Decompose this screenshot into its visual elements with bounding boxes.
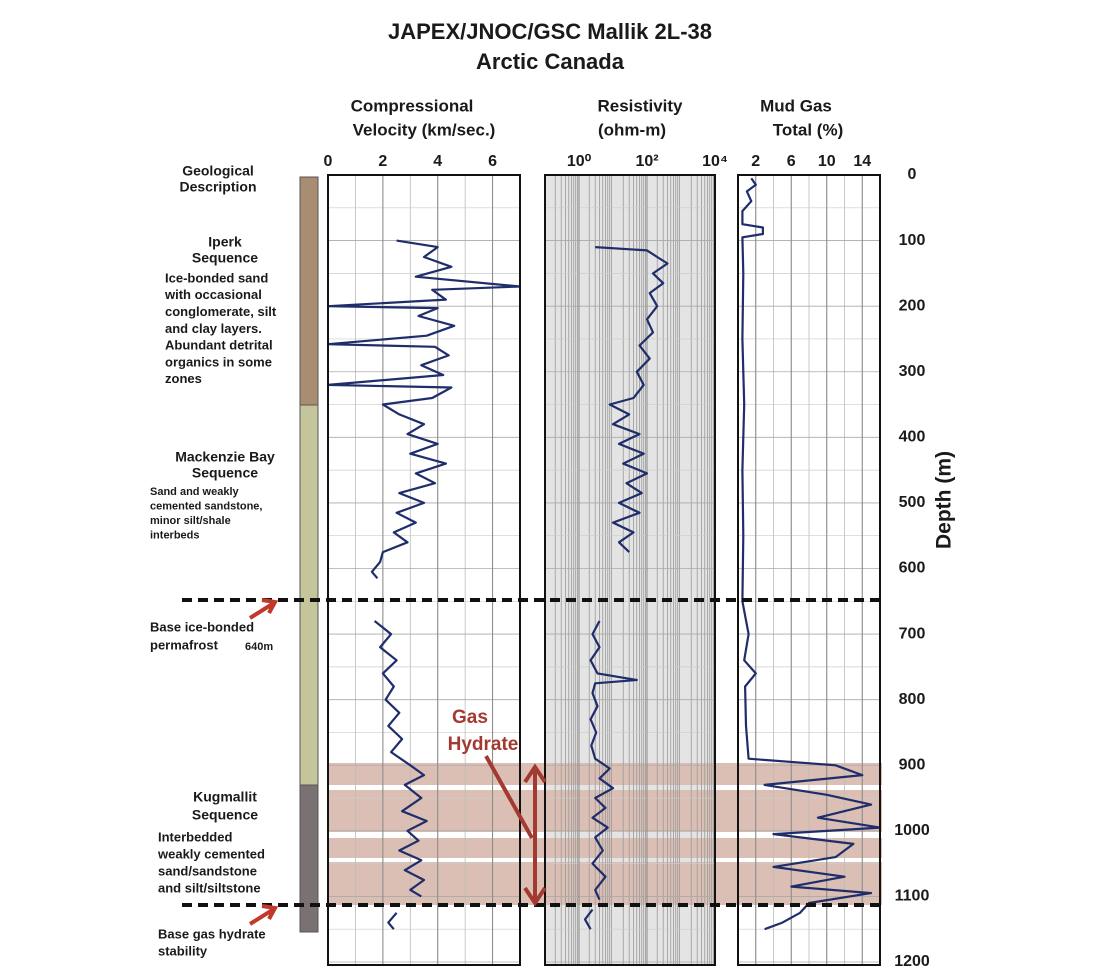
unit-description: Abundant detrital [165,338,273,353]
chart-title: JAPEX/JNOC/GSC Mallik 2L-38 [388,19,712,44]
track-header: Resistivity [597,96,683,115]
y-tick-label: 400 [899,429,926,446]
axis-title: Depth (m) [933,451,956,549]
annotation: Hydrate [448,734,519,755]
x-tick-label: 10² [635,153,658,170]
unit-description: zones [165,371,202,386]
x-tick-label: 2 [378,153,387,170]
unit-name: Sequence [192,250,258,266]
y-tick-label: 800 [899,691,926,708]
y-tick-label: 1100 [895,888,930,905]
x-tick-label: 0 [324,153,333,170]
x-tick-label: 10⁰ [567,153,592,170]
unit-descriptions: Ice-bonded sand with occasional conglomera… [150,270,277,895]
track-frame [737,174,881,966]
unit-description: Ice-bonded sand [165,270,268,285]
unit-description: sand/sandstone [158,863,257,878]
y-tick-label: 1200 [894,953,930,970]
y-tick-label: 700 [899,625,926,642]
unit-description: interbeds [150,529,200,541]
y-tick-label: 600 [899,560,926,577]
curves [326,174,882,966]
y-tick-label: 200 [899,297,926,314]
track-header: (ohm-m) [598,120,666,139]
log-curve [583,246,669,930]
unit-description: weakly cemented [157,846,265,861]
geology-header: Description [179,179,256,195]
unit-description: minor silt/shale [150,515,231,527]
annotation: Base gas hydrate [158,926,266,941]
geology-header: Geological [182,163,254,179]
track-header: Velocity (km/sec.) [353,120,496,139]
y-tick-label: 100 [899,232,926,249]
y-tick-label: 300 [899,363,926,380]
y-tick-label: 900 [899,756,926,773]
unit-description: Interbedded [158,829,232,844]
unit-description: cemented sandstone, [150,500,262,512]
y-tick-label: 0 [908,166,917,183]
x-tick-label: 4 [433,153,442,170]
overlay: JAPEX/JNOC/GSC Mallik 2L-38 Arctic Canad… [150,19,956,970]
hydrate-band [328,838,882,858]
geology-unit [299,176,319,406]
track-frame [544,174,716,966]
unit-name: Sequence [192,807,258,823]
unit-description: with occasional [164,287,262,302]
annotation: Gas [452,707,488,728]
log-curve [326,239,522,930]
y-tick-label: 500 [899,494,926,511]
x-tick-label: 6 [488,153,497,170]
unit-description: and clay layers. [165,321,262,336]
track-header: Compressional [351,96,474,115]
geology-unit [299,784,319,933]
x-tick-label: 6 [787,153,796,170]
track-header: Mud Gas [760,96,832,115]
y-tick-label: 1000 [894,822,930,839]
x-tick-label: 10 [818,153,836,170]
hydrate-band [328,862,882,905]
annotation: 640m [245,641,273,653]
log-curve [741,177,882,931]
unit-name: Mackenzie Bay [175,449,275,465]
unit-description: conglomerate, silt [165,304,277,319]
unit-description: Sand and weakly [150,486,240,498]
arrow [248,904,279,926]
chart-subtitle: Arctic Canada [476,49,625,74]
hydrate-arrow [484,755,547,907]
unit-name: Iperk [208,234,242,250]
track-header: Total (%) [773,120,844,139]
annotation: stability [158,943,208,958]
unit-name: Sequence [192,465,258,481]
arrow [248,598,279,620]
unit-description: organics in some [165,354,272,369]
x-tick-label: 2 [751,153,760,170]
annotation: permafrost [150,637,219,652]
x-tick-label: 10⁴ [702,153,728,170]
unit-description: and silt/siltstone [158,880,261,895]
x-tick-label: 14 [853,153,871,170]
track-frame [327,174,521,966]
unit-name: Kugmallit [193,789,257,805]
annotation: Base ice-bonded [150,619,254,634]
geology-unit [299,404,319,786]
